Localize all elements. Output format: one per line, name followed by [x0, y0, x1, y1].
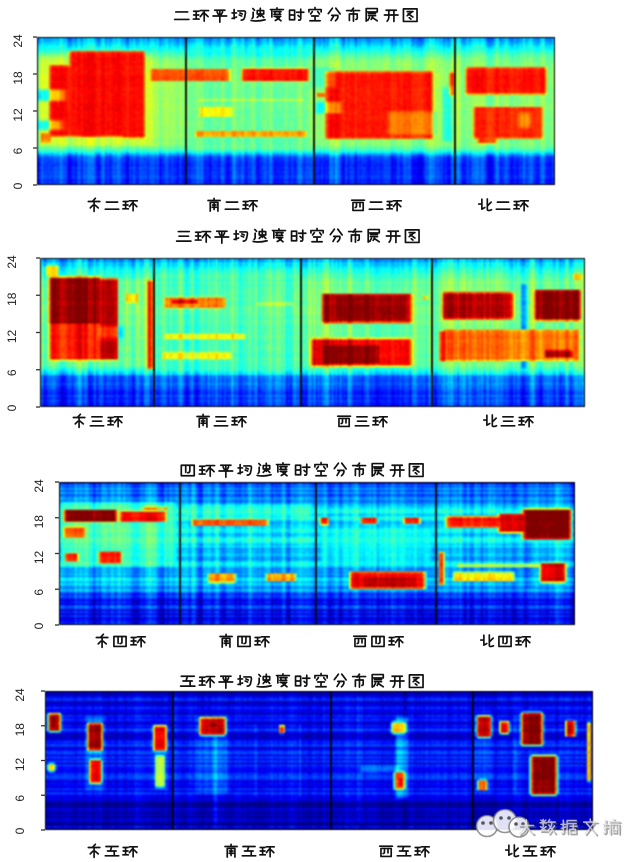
svg-text:24: 24: [13, 688, 27, 702]
svg-text:12: 12: [13, 758, 27, 772]
svg-text:6: 6: [11, 147, 25, 154]
svg-text:24: 24: [5, 255, 19, 269]
svg-text:0: 0: [13, 827, 27, 834]
svg-text:0: 0: [11, 182, 25, 189]
svg-text:24: 24: [32, 479, 46, 493]
svg-text:12: 12: [5, 330, 19, 344]
svg-text:24: 24: [11, 34, 25, 48]
svg-text:6: 6: [13, 795, 27, 802]
svg-text:18: 18: [5, 292, 19, 306]
svg-text:0: 0: [5, 404, 19, 411]
svg-text:18: 18: [32, 515, 46, 529]
svg-text:6: 6: [32, 589, 46, 596]
svg-text:0: 0: [32, 622, 46, 629]
svg-text:12: 12: [11, 108, 25, 122]
svg-text:6: 6: [5, 369, 19, 376]
svg-text:18: 18: [11, 71, 25, 85]
svg-text:18: 18: [13, 723, 27, 737]
svg-text:12: 12: [32, 551, 46, 565]
